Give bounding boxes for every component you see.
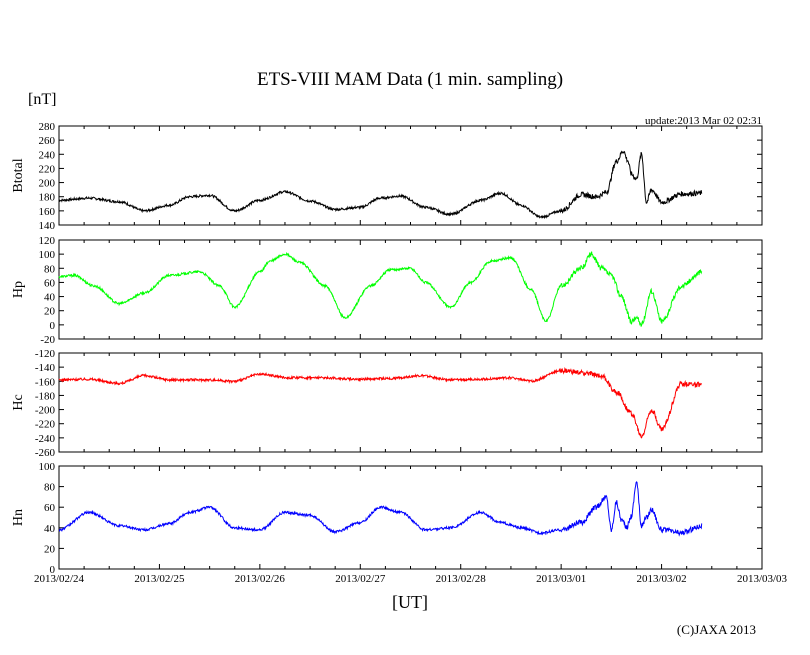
hn-ytick-label: 40 — [44, 523, 56, 535]
hc-ytick-label: -160 — [35, 376, 56, 388]
x-axis: 2013/02/24 2013/02/25 2013/02/26 2013/02/27… — [34, 573, 788, 585]
hp-ytick-label: 100 — [39, 249, 56, 261]
panel-hc: -260 -240 -220 -200 -180 -160 -140 -120 Hc — [11, 348, 763, 459]
hn-ytick-label: 20 — [44, 543, 56, 555]
btotal-ytick-label: 200 — [39, 178, 56, 190]
hc-ytick-label: -260 — [35, 447, 56, 459]
btotal-series-line — [58, 150, 703, 220]
x-tick-label: 2013/02/27 — [335, 573, 386, 585]
btotal-ytick-label: 280 — [39, 121, 56, 133]
hp-ytick-label: 60 — [44, 277, 56, 289]
hp-ytick-label: -20 — [40, 334, 55, 346]
panel-hp: -20 0 20 40 60 80 100 120 Hp — [11, 235, 763, 346]
hc-ytick-label: -240 — [35, 433, 56, 445]
hp-ytick-label: 80 — [44, 263, 56, 275]
btotal-ytick-label: 220 — [39, 163, 56, 175]
btotal-plot-frame — [58, 125, 763, 226]
hp-ytick-label: 120 — [39, 235, 56, 247]
hp-ytick-label: 20 — [44, 306, 56, 318]
update-label: update:2013 Mar 02 02:31 — [645, 115, 762, 127]
x-tick-label: 2013/03/02 — [637, 573, 687, 585]
hn-ytick-label: 80 — [44, 482, 56, 494]
hc-axis-label: Hc — [11, 394, 26, 410]
hc-ytick-label: -180 — [35, 390, 56, 402]
copyright-label: (C)JAXA 2013 — [677, 622, 756, 637]
hp-series-line — [58, 251, 703, 327]
hp-ytick-label: 0 — [50, 320, 56, 332]
hc-ytick-label: -120 — [35, 348, 56, 360]
x-tick-label: 2013/02/24 — [34, 573, 85, 585]
btotal-axis-label: Btotal — [11, 158, 26, 192]
hp-ytick-label: 40 — [44, 292, 56, 304]
hc-series-line — [58, 367, 702, 439]
x-tick-label: 2013/02/25 — [134, 573, 185, 585]
panel-btotal: 140 160 180 200 220 240 260 280 Btotal — [11, 121, 763, 232]
hc-plot-frame — [58, 352, 763, 453]
hc-ytick-label: -220 — [35, 419, 56, 431]
hn-ytick-label: 0 — [50, 564, 56, 576]
hc-ytick-label: -140 — [35, 362, 56, 374]
btotal-ytick-label: 180 — [39, 192, 56, 204]
btotal-ytick-label: 240 — [39, 149, 56, 161]
x-axis-label: [UT] — [392, 592, 428, 612]
btotal-ytick-label: 160 — [39, 206, 56, 218]
panel-hn: 0 20 40 60 80 100 Hn — [11, 461, 763, 576]
x-tick-label: 2013/03/03 — [737, 573, 788, 585]
unit-label: [nT] — [28, 91, 56, 108]
hp-plot-frame — [58, 239, 763, 340]
hn-ytick-label: 60 — [44, 502, 56, 514]
btotal-ytick-label: 140 — [39, 220, 56, 232]
hn-axis-label: Hn — [11, 509, 26, 526]
x-tick-label: 2013/02/28 — [436, 573, 487, 585]
btotal-ytick-label: 260 — [39, 135, 56, 147]
x-tick-label: 2013/02/26 — [235, 573, 286, 585]
hc-ytick-label: -200 — [35, 405, 56, 417]
hp-axis-label: Hp — [11, 281, 26, 298]
hn-ytick-label: 100 — [39, 461, 56, 473]
chart-title: ETS-VIII MAM Data (1 min. sampling) — [257, 69, 563, 90]
x-tick-label: 2013/03/01 — [536, 573, 586, 585]
hn-series-line — [58, 481, 703, 537]
